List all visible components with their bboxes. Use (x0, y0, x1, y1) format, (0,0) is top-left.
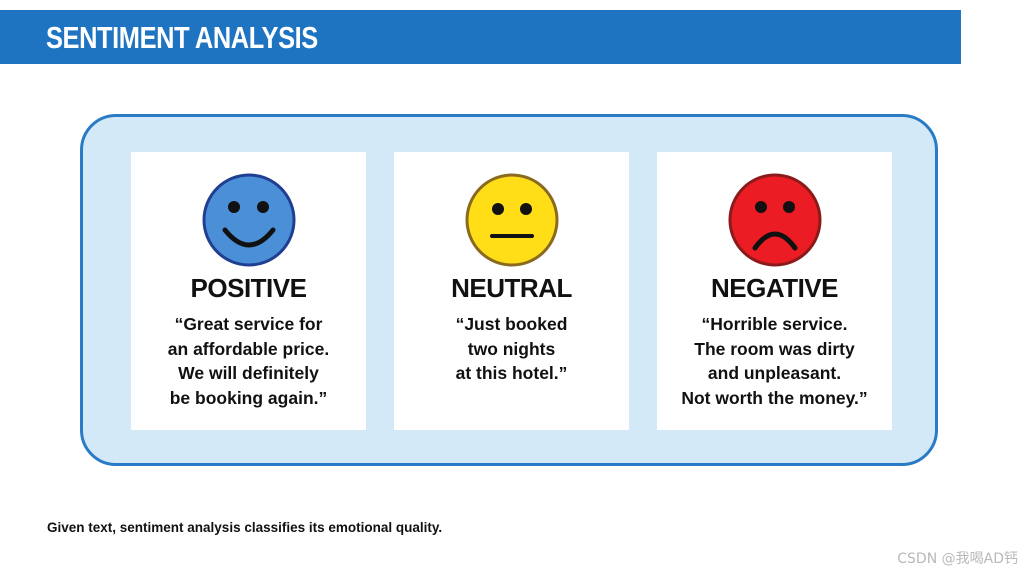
negative-label: NEGATIVE (711, 273, 838, 303)
negative-card: NEGATIVE “Horrible service. The room was… (657, 152, 892, 430)
quote-line: “Great service for (174, 314, 323, 334)
quote-line: an affordable price. (167, 338, 330, 359)
neutral-quote: “Just booked two nights at this hotel.” (394, 312, 629, 386)
smiley-face-icon (201, 172, 297, 268)
quote-line: at this hotel.” (455, 363, 568, 383)
quote-line: “Just booked (455, 314, 568, 334)
neutral-card: NEUTRAL “Just booked two nights at this … (394, 152, 629, 430)
negative-quote: “Horrible service. The room was dirty an… (657, 312, 892, 410)
page-title: SENTIMENT ANALYSIS (46, 20, 318, 55)
frowning-face-icon (727, 172, 823, 268)
neutral-label: NEUTRAL (451, 273, 572, 303)
quote-line: The room was dirty (694, 338, 855, 359)
watermark: CSDN @我喝AD钙 (897, 551, 1018, 567)
positive-quote: “Great service for an affordable price. … (131, 312, 366, 410)
header-bar: SENTIMENT ANALYSIS (0, 10, 961, 64)
quote-line: and unpleasant. (707, 363, 842, 383)
neutral-face-icon (464, 172, 560, 268)
quote-line: “Horrible service. (701, 314, 848, 334)
positive-label: POSITIVE (190, 273, 307, 303)
quote-line: two nights (467, 338, 556, 359)
caption: Given text, sentiment analysis classifie… (47, 520, 443, 535)
quote-line: be booking again.” (169, 387, 328, 408)
quote-line: We will definitely (178, 363, 319, 383)
positive-card: POSITIVE “Great service for an affordabl… (131, 152, 366, 430)
quote-line: Not worth the money.” (681, 387, 868, 408)
